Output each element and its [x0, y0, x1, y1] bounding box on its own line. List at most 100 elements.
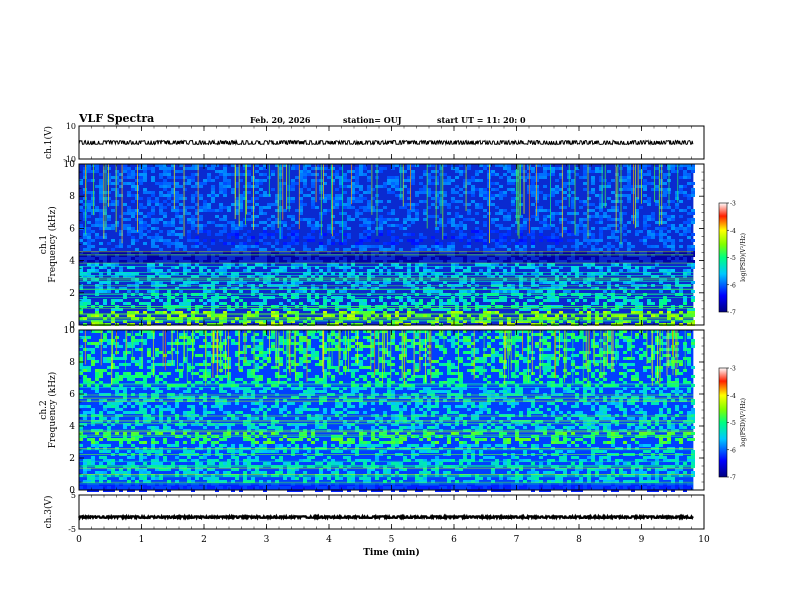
spectrogram-cell	[543, 308, 547, 311]
spectrogram-cell	[91, 212, 95, 215]
y-tick-label: 10	[64, 160, 76, 170]
spectrogram-cell	[487, 345, 491, 348]
spectrogram-cell	[275, 221, 279, 224]
spectrogram-cell	[511, 188, 515, 191]
spectrogram-cell	[331, 272, 335, 275]
spectrogram-cell	[575, 251, 579, 254]
spectrogram-cell	[275, 209, 279, 212]
spectrogram-cell	[319, 242, 323, 245]
spectrogram-cell	[499, 191, 503, 194]
spectrogram-cell	[127, 227, 131, 230]
spectrogram-cell	[543, 372, 547, 375]
spectrogram-cell	[491, 197, 495, 200]
spectrogram-cell	[179, 342, 183, 345]
spectrogram-cell	[123, 182, 127, 185]
spectrogram-cell	[339, 317, 343, 320]
spectrogram-cell	[547, 311, 551, 314]
spectrogram-cell	[119, 233, 123, 236]
spectrogram-cell	[123, 372, 127, 375]
spectrogram-cell	[607, 218, 611, 221]
spectrogram-cell	[279, 221, 283, 224]
spectrogram-cell	[187, 317, 191, 320]
spectrogram-cell	[539, 287, 543, 290]
spectrogram-cell	[647, 218, 651, 221]
spectrogram-cell	[187, 167, 191, 170]
spectrogram-cell	[459, 290, 463, 293]
spectrogram-cell	[563, 218, 567, 221]
spectrogram-cell	[299, 203, 303, 206]
spectrogram-cell	[675, 333, 679, 336]
spectrogram-cell	[131, 275, 135, 278]
spectrogram-cell	[171, 200, 175, 203]
spectrogram-cell	[375, 287, 379, 290]
spectrogram-cell	[259, 212, 263, 215]
spectrogram-cell	[263, 333, 267, 336]
spectrogram-cell	[439, 245, 443, 248]
spectrogram-cell	[247, 269, 251, 272]
spectrogram-cell	[507, 248, 511, 251]
spectrogram-cell	[339, 221, 343, 224]
spectrogram-cell	[103, 170, 107, 173]
spectrogram-cell	[223, 167, 227, 170]
spectrogram-cell	[107, 339, 111, 342]
spectrogram-cell	[611, 191, 615, 194]
spectrogram-cell	[635, 351, 639, 354]
spectrogram-cell	[687, 320, 691, 323]
spectrogram-cell	[399, 272, 403, 275]
spectrogram-cell	[439, 363, 443, 366]
spectrogram-cell	[643, 342, 647, 345]
spectrogram-cell	[583, 167, 587, 170]
spectrogram-cell	[519, 314, 523, 317]
spectrogram-cell	[99, 182, 103, 185]
spectrogram-cell	[203, 164, 207, 167]
spectrogram-cell	[283, 224, 287, 227]
spectrogram-cell	[227, 233, 231, 236]
spectrogram-cell	[575, 275, 579, 278]
spectrogram-cell	[479, 366, 483, 369]
spectrogram-cell	[575, 239, 579, 242]
spectrogram-cell	[639, 330, 643, 333]
spectrogram-cell	[355, 200, 359, 203]
chart-title: VLF Spectra	[79, 112, 155, 125]
spectrogram-cell	[679, 336, 683, 339]
spectrogram-cell	[319, 317, 323, 320]
spectrogram-cell	[399, 248, 403, 251]
spectrogram-cell	[103, 197, 107, 200]
spectrogram-cell	[283, 351, 287, 354]
spectrogram-cell	[163, 164, 167, 167]
spectrogram-cell	[139, 197, 143, 200]
spectrogram-cell	[387, 342, 391, 345]
spectrogram-cell	[331, 215, 335, 218]
spectrogram-cell	[651, 218, 655, 221]
spectrogram-cell	[635, 251, 639, 254]
spectrogram-cell	[531, 266, 535, 269]
spectrogram-cell	[439, 254, 443, 257]
spectrogram-cell	[547, 257, 551, 260]
spectrogram-cell	[199, 194, 203, 197]
spectrogram-cell	[343, 173, 347, 176]
spectrogram-cell	[303, 170, 307, 173]
spectrogram-cell	[167, 275, 171, 278]
spectrogram-cell	[455, 215, 459, 218]
spectrogram-cell	[627, 188, 631, 191]
spectrogram-cell	[163, 179, 167, 182]
spectrogram-cell	[679, 360, 683, 363]
spectrogram-cell	[387, 188, 391, 191]
spectrogram-cell	[643, 167, 647, 170]
spectrogram-cell	[439, 272, 443, 275]
spectrogram-cell	[207, 167, 211, 170]
spectrogram-cell	[639, 317, 643, 320]
spectrogram-cell	[279, 206, 283, 209]
spectrogram-cell	[99, 215, 103, 218]
spectrogram-cell	[451, 311, 455, 314]
spectrogram-cell	[447, 248, 451, 251]
spectrogram-cell	[535, 206, 539, 209]
spectrogram-cell	[451, 314, 455, 317]
spectrogram-cell	[387, 218, 391, 221]
spectrogram-cell	[255, 164, 259, 167]
spectrogram-cell	[347, 281, 351, 284]
spectrogram-cell	[515, 209, 519, 212]
spectrogram-cell	[435, 339, 439, 342]
spectrogram-cell	[423, 263, 427, 266]
spectrogram-cell	[167, 351, 171, 354]
